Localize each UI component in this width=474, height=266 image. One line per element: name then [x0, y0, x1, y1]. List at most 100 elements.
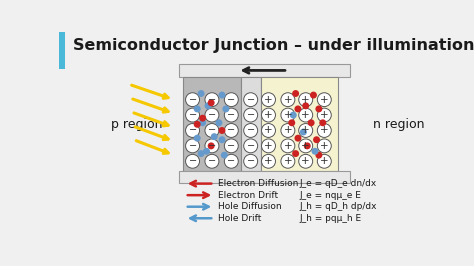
Text: +: + — [264, 95, 273, 105]
Text: +: + — [283, 126, 292, 135]
Text: +: + — [264, 110, 273, 120]
Circle shape — [221, 152, 228, 159]
Text: −: − — [189, 126, 197, 135]
Text: Electron Diffusion: Electron Diffusion — [218, 179, 299, 188]
Text: Hole Drift: Hole Drift — [218, 214, 262, 223]
Text: J_h = qD_h dp/dx: J_h = qD_h dp/dx — [300, 202, 377, 211]
Circle shape — [292, 90, 299, 97]
Circle shape — [215, 119, 222, 126]
Text: −: − — [227, 141, 236, 151]
Circle shape — [294, 105, 301, 112]
Text: −: − — [246, 110, 255, 120]
Text: +: + — [301, 141, 310, 151]
Circle shape — [203, 148, 210, 155]
Circle shape — [299, 123, 313, 138]
Bar — [183, 77, 241, 171]
Circle shape — [299, 154, 313, 168]
Bar — [179, 64, 350, 77]
Text: −: − — [246, 95, 255, 105]
Text: −: − — [246, 156, 255, 166]
Circle shape — [186, 123, 200, 138]
Circle shape — [205, 154, 219, 168]
Circle shape — [244, 154, 258, 168]
Circle shape — [294, 135, 301, 142]
Circle shape — [262, 108, 275, 122]
Circle shape — [205, 139, 219, 153]
Circle shape — [224, 123, 238, 138]
Circle shape — [186, 154, 200, 168]
Text: −: − — [246, 126, 255, 135]
Circle shape — [319, 119, 326, 126]
Bar — [261, 77, 338, 171]
Circle shape — [262, 139, 275, 153]
Circle shape — [313, 136, 320, 143]
Text: +: + — [320, 110, 328, 120]
Circle shape — [302, 102, 309, 109]
Circle shape — [224, 108, 238, 122]
Text: −: − — [189, 110, 197, 120]
Text: +: + — [320, 126, 328, 135]
Text: +: + — [320, 141, 328, 151]
Text: −: − — [227, 156, 236, 166]
Circle shape — [219, 127, 226, 134]
Text: +: + — [320, 156, 328, 166]
Bar — [59, 32, 65, 69]
Circle shape — [224, 154, 238, 168]
Text: −: − — [189, 141, 197, 151]
Circle shape — [199, 119, 206, 126]
Text: +: + — [264, 156, 273, 166]
Circle shape — [262, 93, 275, 107]
Text: J_h = pqμ_h E: J_h = pqμ_h E — [300, 214, 362, 223]
Circle shape — [315, 152, 322, 159]
Text: +: + — [301, 95, 310, 105]
Text: +: + — [301, 110, 310, 120]
Text: +: + — [283, 110, 292, 120]
Circle shape — [224, 93, 238, 107]
Text: −: − — [208, 141, 216, 151]
Circle shape — [205, 93, 219, 107]
Circle shape — [222, 105, 229, 112]
Circle shape — [299, 139, 313, 153]
Bar — [241, 77, 261, 171]
Text: −: − — [208, 110, 216, 120]
Text: Semiconductor Junction – under illumination: Semiconductor Junction – under illuminat… — [73, 38, 474, 53]
Circle shape — [194, 121, 201, 128]
Circle shape — [315, 105, 322, 112]
Circle shape — [299, 108, 313, 122]
Circle shape — [308, 119, 315, 126]
Circle shape — [317, 123, 331, 138]
Circle shape — [281, 93, 295, 107]
Circle shape — [311, 148, 319, 155]
Circle shape — [281, 108, 295, 122]
Text: Hole Diffusion: Hole Diffusion — [218, 202, 282, 211]
Circle shape — [262, 123, 275, 138]
Circle shape — [224, 139, 238, 153]
Circle shape — [288, 119, 295, 126]
Text: −: − — [246, 141, 255, 151]
Text: n region: n region — [373, 118, 425, 131]
Text: J_e = qD_e dn/dx: J_e = qD_e dn/dx — [300, 179, 377, 188]
Text: −: − — [208, 95, 216, 105]
Circle shape — [299, 93, 313, 107]
Circle shape — [317, 93, 331, 107]
Text: +: + — [301, 156, 310, 166]
Circle shape — [186, 139, 200, 153]
Circle shape — [281, 154, 295, 168]
Circle shape — [208, 142, 215, 149]
Circle shape — [198, 90, 205, 97]
Circle shape — [194, 105, 201, 112]
Circle shape — [304, 142, 311, 149]
Circle shape — [219, 92, 226, 98]
Text: +: + — [283, 95, 292, 105]
Circle shape — [244, 123, 258, 138]
Circle shape — [205, 102, 211, 109]
Text: −: − — [227, 110, 236, 120]
Text: −: − — [227, 95, 236, 105]
Text: Electron Drift: Electron Drift — [218, 191, 278, 200]
Text: +: + — [283, 156, 292, 166]
Circle shape — [292, 150, 299, 157]
Circle shape — [244, 139, 258, 153]
Circle shape — [205, 123, 219, 138]
Text: −: − — [208, 126, 216, 135]
Bar — [179, 171, 350, 183]
